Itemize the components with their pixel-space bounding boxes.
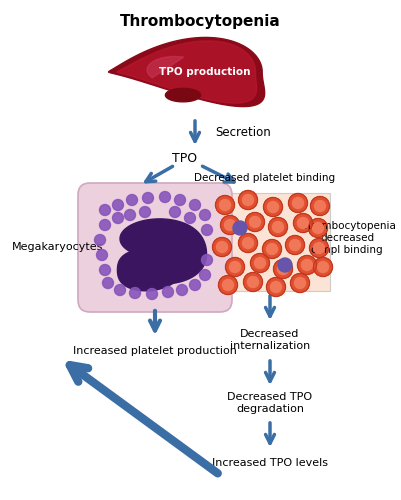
Polygon shape — [109, 38, 265, 106]
Circle shape — [225, 258, 245, 276]
Circle shape — [298, 218, 308, 228]
Text: Thrombocytopenia
decreased
c-mpl binding: Thrombocytopenia decreased c-mpl binding — [298, 222, 396, 254]
Circle shape — [113, 200, 124, 210]
Circle shape — [200, 210, 211, 220]
Circle shape — [190, 280, 200, 290]
Circle shape — [215, 196, 235, 214]
Circle shape — [219, 200, 231, 210]
Circle shape — [115, 284, 126, 296]
Text: Decreased platelet binding: Decreased platelet binding — [194, 173, 336, 183]
Circle shape — [170, 206, 180, 218]
Circle shape — [190, 200, 200, 210]
Circle shape — [302, 260, 312, 270]
Circle shape — [310, 196, 330, 216]
Text: Increased platelet production: Increased platelet production — [73, 346, 237, 356]
Circle shape — [176, 284, 188, 296]
Circle shape — [162, 286, 174, 298]
Circle shape — [243, 272, 263, 291]
Circle shape — [298, 256, 316, 274]
Text: Thrombocytopenia: Thrombocytopenia — [119, 14, 280, 29]
Circle shape — [273, 222, 284, 232]
Circle shape — [99, 220, 111, 230]
Circle shape — [314, 200, 326, 211]
Circle shape — [286, 236, 304, 255]
Circle shape — [267, 202, 279, 212]
Circle shape — [124, 210, 136, 220]
FancyBboxPatch shape — [212, 193, 330, 291]
Circle shape — [312, 222, 324, 234]
Circle shape — [294, 278, 306, 288]
Circle shape — [318, 262, 328, 272]
Circle shape — [277, 264, 288, 274]
Circle shape — [267, 278, 286, 296]
Text: TPO production: TPO production — [159, 67, 251, 77]
FancyBboxPatch shape — [78, 183, 232, 312]
Circle shape — [126, 194, 138, 205]
Circle shape — [99, 264, 111, 276]
Circle shape — [174, 194, 186, 205]
Text: Megakaryocytes: Megakaryocytes — [12, 242, 103, 252]
Circle shape — [146, 288, 158, 300]
Polygon shape — [120, 219, 207, 284]
Circle shape — [200, 270, 211, 280]
Polygon shape — [147, 56, 184, 78]
Circle shape — [294, 214, 312, 233]
Circle shape — [292, 198, 304, 208]
Circle shape — [314, 258, 332, 276]
Circle shape — [255, 258, 265, 268]
Text: Increased TPO levels: Increased TPO levels — [212, 458, 328, 468]
Circle shape — [217, 242, 227, 252]
Circle shape — [243, 238, 253, 248]
Circle shape — [213, 238, 231, 256]
Circle shape — [290, 240, 300, 250]
Circle shape — [233, 221, 247, 235]
Polygon shape — [117, 249, 181, 291]
Circle shape — [140, 206, 150, 218]
Polygon shape — [117, 41, 257, 103]
Circle shape — [245, 212, 265, 232]
Circle shape — [263, 198, 282, 216]
Circle shape — [225, 220, 235, 230]
Circle shape — [239, 190, 257, 210]
Circle shape — [201, 254, 213, 266]
Circle shape — [269, 218, 288, 236]
Circle shape — [97, 250, 107, 260]
Circle shape — [103, 278, 113, 288]
Circle shape — [288, 194, 308, 212]
Circle shape — [308, 218, 328, 238]
Circle shape — [278, 258, 292, 272]
Circle shape — [221, 216, 239, 234]
Circle shape — [290, 274, 310, 292]
Circle shape — [142, 192, 154, 203]
Text: Decreased
internalization: Decreased internalization — [230, 329, 310, 351]
Circle shape — [160, 192, 170, 202]
Circle shape — [271, 282, 282, 292]
Circle shape — [130, 288, 140, 298]
Circle shape — [249, 216, 261, 228]
Circle shape — [263, 240, 282, 258]
Circle shape — [113, 212, 124, 224]
Circle shape — [267, 244, 277, 254]
Circle shape — [239, 234, 257, 252]
Circle shape — [219, 276, 237, 294]
Circle shape — [99, 204, 111, 216]
Circle shape — [201, 224, 213, 235]
Circle shape — [310, 238, 328, 258]
Text: Decreased TPO
degradation: Decreased TPO degradation — [227, 392, 312, 414]
Circle shape — [314, 242, 324, 254]
Text: TPO: TPO — [172, 152, 198, 164]
Circle shape — [247, 276, 259, 287]
Circle shape — [243, 194, 253, 205]
Circle shape — [223, 280, 233, 290]
Circle shape — [229, 262, 241, 272]
Circle shape — [251, 254, 269, 272]
Circle shape — [95, 234, 105, 246]
Circle shape — [273, 260, 292, 278]
Text: Secretion: Secretion — [215, 126, 271, 140]
Polygon shape — [165, 88, 200, 102]
Circle shape — [184, 212, 196, 224]
